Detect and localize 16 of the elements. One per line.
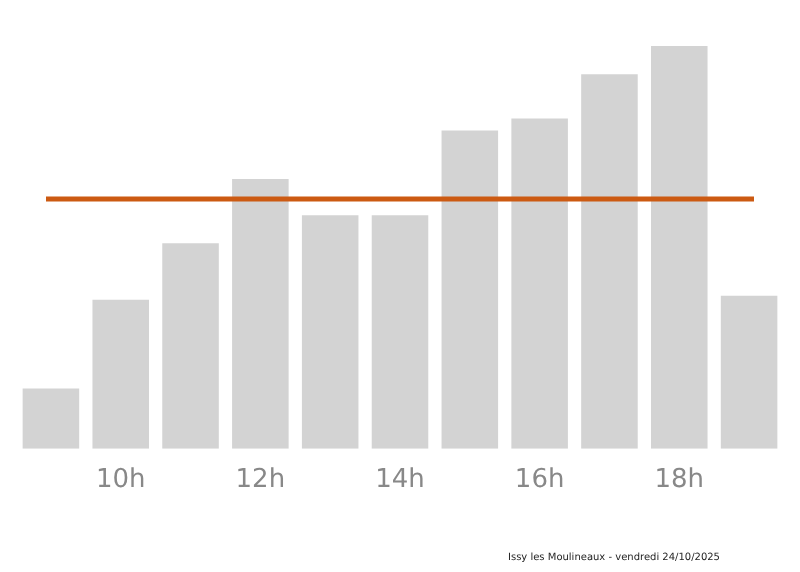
x-tick-label: 18h [654, 465, 705, 496]
bar [511, 118, 568, 449]
bar [441, 130, 499, 449]
bar [651, 46, 708, 449]
bar [162, 243, 219, 449]
bar [301, 215, 359, 449]
bar [232, 178, 289, 449]
bar [581, 74, 638, 449]
bar [720, 295, 778, 449]
bar [22, 388, 80, 449]
x-tick-label: 12h [235, 465, 286, 496]
x-tick-label: 10h [95, 465, 146, 496]
bar [92, 299, 149, 449]
x-tick-label: 14h [375, 465, 425, 496]
bar [371, 215, 429, 449]
x-tick-label: 16h [514, 465, 565, 496]
